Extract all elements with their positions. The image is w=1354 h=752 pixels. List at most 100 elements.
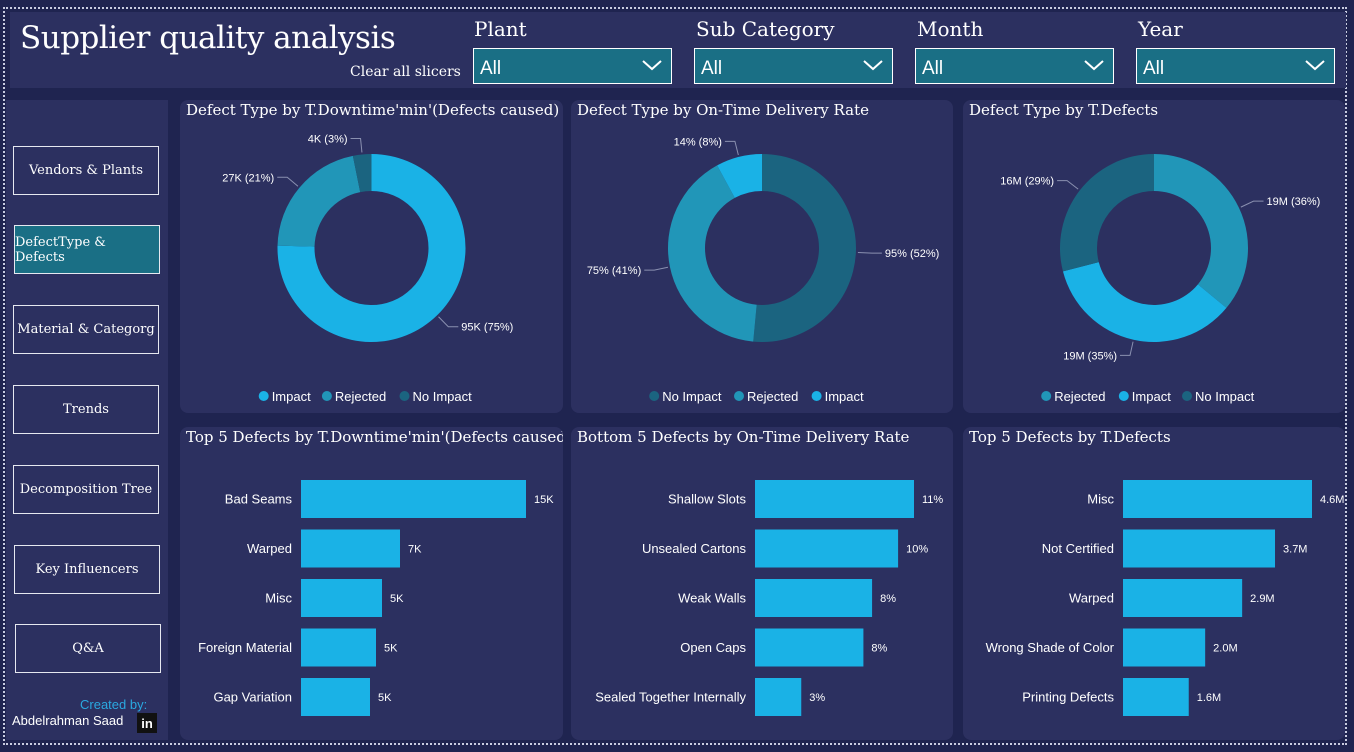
- donut-slice-impact[interactable]: [1062, 262, 1227, 342]
- legend-marker: [1118, 391, 1129, 401]
- bar-chart-delivery: Shallow Slots 11% Unsealed Cartons 10% Weak …: [595, 480, 943, 716]
- bar-category-label: Open Caps: [680, 640, 746, 655]
- legend-item[interactable]: Impact: [1132, 389, 1171, 404]
- bar[interactable]: [301, 678, 370, 716]
- bar-category-label: Warped: [247, 541, 292, 556]
- slice-label: 19M (35%): [1063, 350, 1117, 362]
- slice-label: 95% (52%): [885, 248, 939, 260]
- legend-item[interactable]: Rejected: [1054, 389, 1105, 404]
- year-slicer-value: All: [1143, 58, 1165, 79]
- bar-chart-downtime: Bad Seams 15K Warped 7K Misc 5K Foreign Materi…: [198, 480, 554, 716]
- donut-slice-rejected[interactable]: [668, 165, 757, 342]
- bar[interactable]: [1123, 529, 1276, 568]
- bar-value-label: 5K: [378, 692, 392, 704]
- bar-category-label: Warped: [1069, 591, 1114, 606]
- subcategory-slicer-label: Sub Category: [696, 17, 835, 41]
- legend-item[interactable]: No Impact: [1195, 389, 1255, 404]
- leader-line: [724, 140, 739, 156]
- clear-slicers-button[interactable]: Clear all slicers: [350, 64, 461, 80]
- legend-marker: [258, 391, 269, 401]
- bar-category-label: Misc: [265, 591, 292, 606]
- subcategory-slicer-value: All: [701, 58, 723, 79]
- bar-category-label: Wrong Shade of Color: [986, 640, 1115, 655]
- bar-category-label: Gap Variation: [213, 690, 292, 705]
- leader-line: [1057, 180, 1079, 190]
- bar-value-label: 5K: [390, 593, 404, 605]
- leader-line: [1240, 200, 1264, 208]
- legend-marker: [1182, 391, 1192, 401]
- chart-title: Defect Type by T.Downtime'min'(Defects c…: [186, 101, 560, 119]
- month-slicer-value: All: [922, 58, 944, 79]
- slice-label: 4K (3%): [308, 134, 348, 146]
- subcategory-slicer-dropdown[interactable]: All: [694, 48, 893, 84]
- leader-line: [857, 251, 882, 254]
- nav-defecttype-defects[interactable]: DefectType & Defects: [14, 225, 160, 274]
- bar[interactable]: [755, 529, 899, 568]
- legend-item[interactable]: Impact: [272, 389, 311, 404]
- legend-item[interactable]: No Impact: [413, 389, 473, 404]
- nav-key-influencers[interactable]: Key Influencers: [14, 545, 160, 594]
- donut-slice-no-impact[interactable]: [352, 154, 372, 193]
- year-slicer-dropdown[interactable]: All: [1136, 48, 1335, 84]
- bar-category-label: Not Certified: [1042, 541, 1114, 556]
- slice-label: 27K (21%): [222, 172, 274, 184]
- donut-slice-no-impact[interactable]: [753, 154, 857, 343]
- bar-panel-defects: Top 5 Defects by T.Defects Misc 4.6M Not C…: [963, 427, 1345, 740]
- bar[interactable]: [755, 579, 873, 617]
- chart-title: Defect Type by T.Defects: [969, 101, 1159, 119]
- bar-category-label: Unsealed Cartons: [642, 541, 747, 556]
- donut-slice-impact[interactable]: [717, 154, 762, 198]
- nav-vendors-plants[interactable]: Vendors & Plants: [13, 146, 159, 195]
- bar-value-label: 15K: [534, 494, 554, 506]
- legend-marker: [811, 391, 822, 401]
- bar[interactable]: [1123, 480, 1312, 518]
- nav-material-category[interactable]: Material & Categorg: [13, 305, 159, 354]
- chart-title: Top 5 Defects by T.Downtime'min'(Defects…: [186, 428, 563, 446]
- donut-panel-downtime: Defect Type by T.Downtime'min'(Defects c…: [180, 100, 563, 413]
- bar-category-label: Foreign Material: [198, 640, 292, 655]
- slice-label: 19M (36%): [1267, 196, 1321, 208]
- bar[interactable]: [1123, 678, 1189, 716]
- bar-value-label: 4.6M: [1320, 494, 1344, 506]
- legend-marker: [1041, 391, 1052, 401]
- legend-marker: [321, 391, 332, 401]
- bar[interactable]: [301, 628, 376, 667]
- leader-line: [1120, 341, 1134, 356]
- bar[interactable]: [1123, 579, 1243, 617]
- plant-slicer-value: All: [480, 58, 502, 79]
- donut-slice-impact[interactable]: [277, 154, 466, 342]
- legend-item[interactable]: Impact: [825, 389, 864, 404]
- leader-line: [350, 138, 363, 153]
- bar-category-label: Weak Walls: [678, 591, 746, 606]
- nav-decomposition-tree[interactable]: Decomposition Tree: [13, 465, 159, 514]
- chevron-down-icon: [642, 60, 662, 71]
- nav-trends[interactable]: Trends: [13, 385, 159, 434]
- nav-qa[interactable]: Q&A: [15, 624, 161, 673]
- chevron-down-icon: [1305, 60, 1325, 71]
- bar[interactable]: [301, 579, 382, 617]
- bar-value-label: 10%: [906, 544, 928, 556]
- donut-slice-no-impact[interactable]: [1060, 154, 1154, 272]
- bar[interactable]: [301, 480, 526, 518]
- bar[interactable]: [755, 678, 802, 716]
- donut-slice-rejected[interactable]: [1154, 154, 1248, 308]
- bar-value-label: 11%: [922, 494, 943, 506]
- bar-value-label: 3%: [809, 692, 825, 704]
- linkedin-icon[interactable]: in: [137, 713, 157, 733]
- bar[interactable]: [755, 628, 864, 667]
- legend-item[interactable]: Rejected: [747, 389, 798, 404]
- credit-label: Created by:: [80, 697, 148, 712]
- donut-slice-rejected[interactable]: [277, 155, 361, 247]
- bar[interactable]: [301, 529, 400, 568]
- legend-item[interactable]: No Impact: [662, 389, 722, 404]
- plant-slicer-dropdown[interactable]: All: [473, 48, 672, 84]
- slice-label: 95K (75%): [461, 322, 513, 334]
- bar[interactable]: [1123, 628, 1206, 667]
- bar[interactable]: [755, 480, 914, 518]
- legend-item[interactable]: Rejected: [335, 389, 386, 404]
- chevron-down-icon: [863, 60, 883, 71]
- page-border: [3, 7, 1347, 745]
- month-slicer-dropdown[interactable]: All: [915, 48, 1114, 84]
- sidebar: [6, 100, 168, 740]
- bar-value-label: 1.6M: [1197, 692, 1221, 704]
